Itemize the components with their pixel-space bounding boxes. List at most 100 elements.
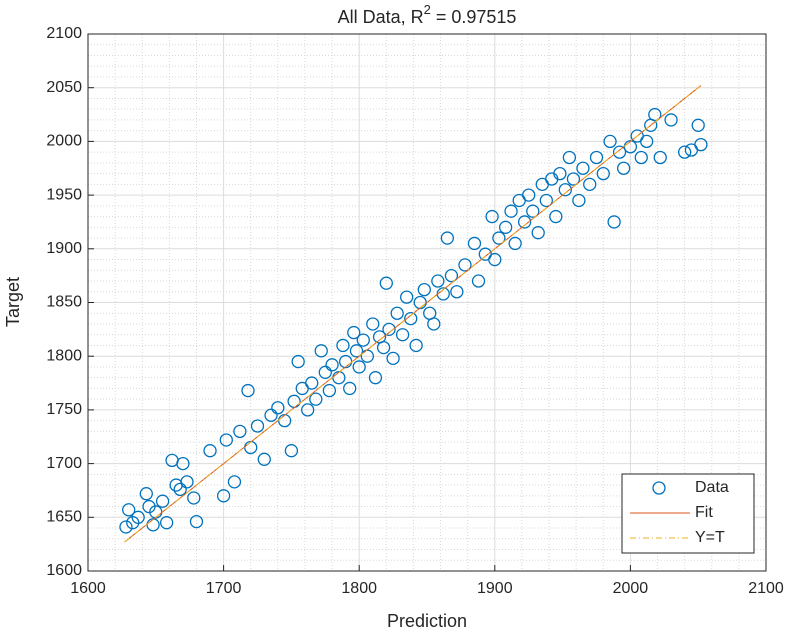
data-point — [314, 344, 328, 358]
y-tick-label: 1950 — [46, 186, 82, 203]
data-point — [366, 317, 380, 331]
x-axis-label: Prediction — [387, 611, 467, 631]
title-text: All Data, R — [338, 7, 424, 27]
data-point — [444, 268, 459, 283]
y-tick-label: 1750 — [46, 401, 82, 418]
title-text: = 0.97515 — [431, 7, 517, 27]
data-point — [139, 487, 153, 501]
chart-title: All Data, R2 = 0.97515 — [338, 2, 517, 26]
data-point — [368, 371, 383, 385]
data-point — [634, 150, 648, 165]
data-point — [596, 166, 610, 181]
data-point — [318, 365, 332, 379]
data-point — [301, 403, 315, 417]
data-point — [271, 401, 285, 415]
data-point — [227, 475, 242, 489]
data-point — [576, 161, 590, 175]
data-point — [322, 383, 337, 398]
data-point — [404, 311, 418, 326]
data-point — [349, 344, 364, 358]
data-point — [400, 290, 414, 304]
data-point — [386, 351, 400, 365]
y-tick-label: 1650 — [46, 509, 82, 526]
data-point — [257, 452, 271, 466]
data-point — [488, 252, 502, 267]
data-point — [492, 231, 506, 245]
data-point — [653, 150, 667, 165]
legend: Data Fit Y=T — [621, 473, 755, 554]
y-tick-label: 2050 — [46, 79, 82, 96]
title-superscript: 2 — [424, 2, 431, 17]
y-tick-label: 2000 — [46, 133, 82, 150]
data-point — [583, 177, 597, 192]
data-point — [603, 134, 617, 149]
data-point — [250, 419, 265, 433]
data-point — [458, 258, 472, 272]
data-point — [522, 188, 536, 202]
y-tick-label: 1700 — [46, 455, 82, 472]
data-point — [352, 360, 366, 374]
data-point — [159, 516, 174, 530]
data-point — [417, 282, 431, 297]
data-point — [395, 328, 410, 342]
data-point — [241, 383, 255, 398]
data-point — [691, 118, 705, 132]
data-point — [498, 220, 513, 234]
plot-marks — [119, 85, 708, 543]
data-point — [325, 358, 339, 372]
data-point — [390, 306, 404, 320]
data-point — [409, 338, 423, 353]
data-point — [203, 444, 217, 458]
data-point — [450, 285, 464, 299]
y-axis-label: Target — [3, 277, 23, 327]
data-point — [173, 482, 187, 497]
data-point — [504, 204, 518, 218]
data-point — [607, 215, 621, 229]
y-tick-label: 1800 — [46, 347, 82, 364]
legend-label: Y=T — [695, 529, 725, 546]
data-point — [347, 325, 361, 340]
data-point — [176, 456, 190, 471]
data-point — [549, 209, 563, 224]
data-point — [131, 510, 145, 524]
y-tick-label: 1900 — [46, 240, 82, 257]
data-point — [526, 204, 540, 218]
data-point — [343, 381, 357, 396]
data-point — [640, 134, 654, 149]
data-point — [431, 274, 445, 288]
data-point — [616, 161, 631, 175]
data-point — [291, 354, 305, 369]
data-point — [356, 333, 370, 347]
data-point — [664, 113, 678, 127]
data-point — [187, 491, 201, 505]
y-tick-label: 2100 — [46, 25, 82, 42]
data-point — [382, 322, 396, 337]
line — [124, 85, 702, 543]
x-tick-label: 2100 — [748, 580, 784, 597]
data-point — [562, 150, 577, 165]
legend-swatch — [652, 481, 666, 495]
data-point — [566, 172, 581, 186]
y-tick-label: 1600 — [46, 562, 82, 579]
x-tick-label: 1800 — [341, 580, 377, 597]
x-tick-label: 1900 — [477, 580, 513, 597]
data-point — [155, 494, 170, 508]
legend-label: Data — [695, 479, 729, 496]
data-point — [694, 137, 708, 152]
y-tick-label: 1850 — [46, 294, 82, 311]
data-point — [305, 376, 319, 390]
data-point — [216, 489, 231, 503]
data-point — [612, 145, 627, 159]
data-point — [467, 236, 482, 251]
data-point — [572, 193, 586, 208]
data-point — [427, 317, 441, 331]
data-point — [219, 433, 233, 447]
x-tick-label: 1700 — [206, 580, 242, 597]
data-point — [119, 520, 133, 534]
data-point — [648, 107, 662, 122]
x-tick-label: 2000 — [613, 580, 649, 597]
data-point — [309, 392, 323, 406]
data-point — [558, 183, 572, 197]
data-point — [677, 145, 692, 159]
